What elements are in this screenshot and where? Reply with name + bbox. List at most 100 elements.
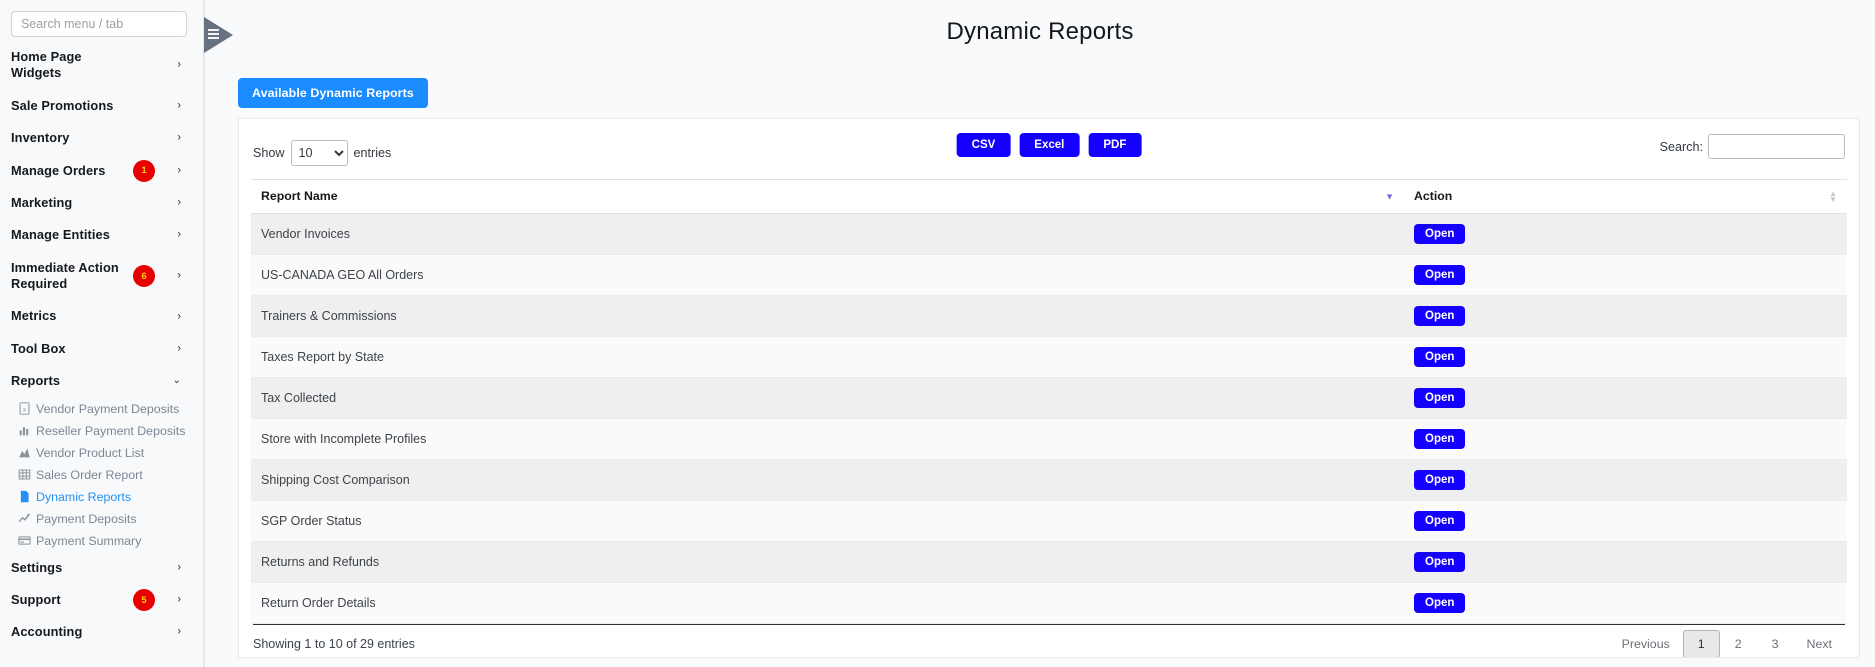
cell-report-name: US-CANADA GEO All Orders (251, 254, 1404, 296)
cell-action: Open (1404, 377, 1847, 419)
sidebar-item-immediate-action-required[interactable]: Immediate Action Required 6 › (0, 252, 203, 301)
chevron-right-icon: › (177, 269, 181, 282)
open-report-button[interactable]: Open (1414, 429, 1466, 449)
chevron-down-icon: ⌄ (172, 375, 181, 387)
sidebar-item-label: Sale Promotions (11, 97, 114, 113)
open-report-button[interactable]: Open (1414, 552, 1466, 572)
sidebar-item-label: Marketing (11, 194, 73, 210)
sidebar-item-label: Sales Order Report (36, 467, 143, 482)
chevron-right-icon: › (177, 228, 181, 241)
sidebar-item-home-page-widgets[interactable]: Home Page Widgets › (0, 41, 203, 90)
svg-text:x: x (23, 406, 27, 413)
sidebar-item-metrics[interactable]: Metrics › (0, 300, 203, 332)
sidebar-toggle-button[interactable] (204, 17, 233, 53)
dynamic-reports-table: Report Name ▼ Action ▲ ▼ Vendor Invoices (251, 179, 1847, 624)
sidebar-item-marketing[interactable]: Marketing › (0, 187, 203, 219)
sidebar-item-reports[interactable]: Reports ⌄ (0, 365, 203, 397)
cell-report-name: Return Order Details (251, 582, 1404, 624)
sidebar-item-label: Support (11, 591, 61, 607)
search-label: Search: (1659, 139, 1703, 154)
open-report-button[interactable]: Open (1414, 511, 1466, 531)
cell-action: Open (1404, 336, 1847, 378)
table-row[interactable]: Return Order Details Open (251, 582, 1847, 624)
cell-action: Open (1404, 254, 1847, 296)
chevron-right-icon: › (177, 310, 181, 323)
cell-action: Open (1404, 213, 1847, 255)
table-row[interactable]: Returns and Refunds Open (251, 541, 1847, 583)
sidebar-item-manage-orders[interactable]: Manage Orders 1 › (0, 155, 203, 187)
available-dynamic-reports-button[interactable]: Available Dynamic Reports (238, 78, 428, 108)
sidebar-item-vendor-payment-deposits[interactable]: x Vendor Payment Deposits (0, 398, 203, 420)
payment-card-icon (18, 534, 31, 547)
chevron-right-icon: › (177, 58, 181, 71)
pdf-export-button[interactable]: PDF (1088, 133, 1142, 157)
table-controls-row: Show 10 25 50 100 entries CSV Excel PDF (251, 133, 1847, 173)
cell-report-name: Trainers & Commissions (251, 295, 1404, 337)
open-report-button[interactable]: Open (1414, 265, 1466, 285)
sidebar-item-support[interactable]: Support 5 › (0, 584, 203, 616)
table-row[interactable]: Trainers & Commissions Open (251, 295, 1847, 337)
cell-action: Open (1404, 295, 1847, 337)
csv-export-button[interactable]: CSV (956, 133, 1011, 157)
table-row[interactable]: Store with Incomplete Profiles Open (251, 418, 1847, 460)
sidebar-item-tool-box[interactable]: Tool Box › (0, 333, 203, 365)
sidebar-item-reseller-payment-deposits[interactable]: Reseller Payment Deposits (0, 420, 203, 442)
sidebar-item-manage-entities[interactable]: Manage Entities › (0, 219, 203, 251)
cell-report-name: Vendor Invoices (251, 213, 1404, 255)
sidebar-item-label: Vendor Product List (36, 445, 145, 460)
chevron-right-icon: › (177, 196, 181, 209)
pagination-previous[interactable]: Previous (1621, 637, 1670, 651)
sidebar-item-inventory[interactable]: Inventory › (0, 122, 203, 154)
open-report-button[interactable]: Open (1414, 224, 1466, 244)
table-row[interactable]: Taxes Report by State Open (251, 336, 1847, 378)
open-report-button[interactable]: Open (1414, 388, 1466, 408)
column-label: Report Name (261, 189, 338, 203)
pagination-next[interactable]: Next (1806, 637, 1832, 651)
open-report-button[interactable]: Open (1414, 470, 1466, 490)
column-header-report-name[interactable]: Report Name ▼ (251, 179, 1404, 214)
sidebar-item-settings[interactable]: Settings › (0, 552, 203, 584)
cell-report-name: Taxes Report by State (251, 336, 1404, 378)
column-header-action[interactable]: Action ▲ ▼ (1404, 179, 1847, 214)
sidebar-item-label: Tool Box (11, 340, 66, 356)
open-report-button[interactable]: Open (1414, 593, 1466, 613)
open-report-button[interactable]: Open (1414, 306, 1466, 326)
table-row[interactable]: SGP Order Status Open (251, 500, 1847, 542)
sidebar-item-payment-summary[interactable]: Payment Summary (0, 530, 203, 552)
sidebar-item-accounting[interactable]: Accounting › (0, 616, 203, 648)
sidebar-item-label: Home Page Widgets (11, 49, 82, 81)
page-length-select[interactable]: 10 25 50 100 (290, 140, 348, 166)
sidebar-item-payment-deposits[interactable]: Payment Deposits (0, 508, 203, 530)
sidebar-item-vendor-product-list[interactable]: Vendor Product List (0, 442, 203, 464)
cell-action: Open (1404, 500, 1847, 542)
sidebar-item-label: Reseller Payment Deposits (36, 423, 186, 438)
sidebar-item-dynamic-reports[interactable]: Dynamic Reports (0, 486, 203, 508)
notification-badge: 5 (133, 589, 155, 612)
cell-action: Open (1404, 582, 1847, 624)
pagination-page-2[interactable]: 2 (1734, 637, 1742, 651)
table-row[interactable]: Tax Collected Open (251, 377, 1847, 419)
table-row[interactable]: Vendor Invoices Open (251, 213, 1847, 255)
page-title: Dynamic Reports (946, 18, 1134, 45)
line-chart-icon (18, 512, 31, 525)
table-header-row: Report Name ▼ Action ▲ ▼ (251, 179, 1847, 214)
pagination-page-3[interactable]: 3 (1771, 637, 1779, 651)
sidebar-item-sale-promotions[interactable]: Sale Promotions › (0, 90, 203, 122)
sidebar: Home Page Widgets › Sale Promotions › In… (0, 0, 204, 667)
pagination-page-1[interactable]: 1 (1682, 630, 1720, 657)
cell-report-name: Shipping Cost Comparison (251, 459, 1404, 501)
main-content: Dynamic Reports Available Dynamic Report… (204, 0, 1875, 667)
sidebar-item-label: Reports (11, 373, 61, 389)
menu-search-input[interactable] (11, 11, 187, 37)
show-label: Show (253, 146, 285, 160)
area-chart-icon (18, 446, 31, 459)
table-row[interactable]: Shipping Cost Comparison Open (251, 459, 1847, 501)
chevron-right-icon: › (177, 342, 181, 355)
table-search-input[interactable] (1708, 134, 1845, 159)
table-row[interactable]: US-CANADA GEO All Orders Open (251, 254, 1847, 296)
toggle-arrow-shape (204, 17, 233, 53)
excel-export-button[interactable]: Excel (1019, 133, 1080, 157)
sidebar-item-sales-order-report[interactable]: Sales Order Report (0, 464, 203, 486)
table-body: Vendor Invoices Open US-CANADA GEO All O… (251, 213, 1847, 624)
open-report-button[interactable]: Open (1414, 347, 1466, 367)
